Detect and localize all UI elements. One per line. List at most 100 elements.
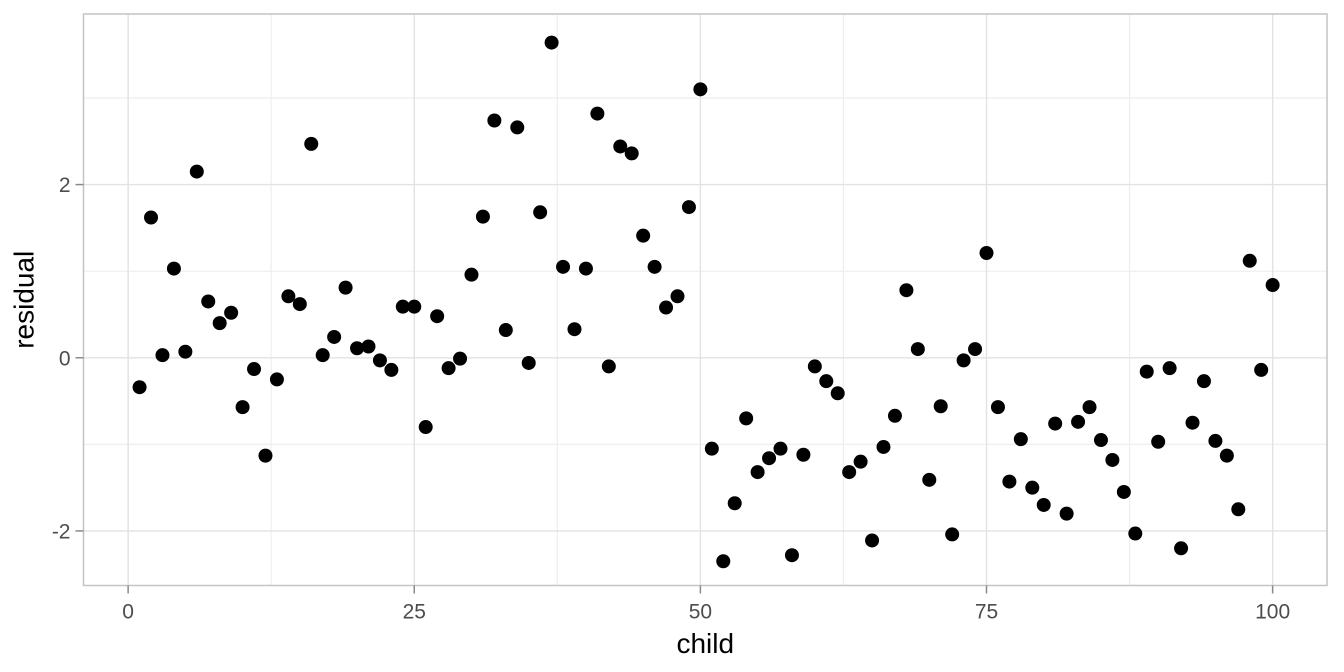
data-point — [166, 261, 181, 276]
data-point — [681, 200, 696, 215]
data-point — [624, 146, 639, 161]
data-point — [441, 361, 456, 376]
data-point — [956, 353, 971, 368]
data-point — [1093, 433, 1108, 448]
y-tick-label: -2 — [52, 520, 71, 543]
data-point — [544, 35, 559, 50]
data-point — [487, 113, 502, 128]
data-point — [1002, 474, 1017, 489]
data-point — [155, 348, 170, 363]
data-point — [659, 300, 674, 315]
data-point — [899, 283, 914, 298]
points-layer — [132, 35, 1280, 569]
data-point — [647, 259, 662, 274]
grid-minor-lines — [83, 14, 1327, 586]
grid-major-lines — [83, 14, 1327, 586]
data-point — [933, 399, 948, 414]
data-point — [430, 309, 445, 324]
data-point — [247, 362, 262, 377]
data-point — [1025, 480, 1040, 495]
data-point — [144, 210, 159, 225]
data-point — [910, 342, 925, 357]
data-point — [453, 351, 468, 366]
x-tick-label: 50 — [689, 601, 712, 624]
data-point — [979, 245, 994, 260]
data-point — [1105, 452, 1120, 467]
data-point — [1242, 253, 1257, 268]
y-tick-label: 0 — [59, 347, 71, 370]
data-point — [281, 289, 296, 304]
data-point — [590, 106, 605, 121]
data-point — [258, 448, 273, 463]
data-point — [1013, 432, 1028, 447]
data-point — [739, 411, 754, 426]
data-point — [819, 374, 834, 389]
data-point — [395, 299, 410, 314]
data-point — [521, 355, 536, 370]
data-point — [407, 299, 422, 314]
data-point — [750, 465, 765, 480]
data-point — [212, 316, 227, 331]
panel-border — [82, 13, 1328, 587]
data-point — [876, 439, 891, 454]
data-point — [887, 408, 902, 423]
data-point — [784, 548, 799, 563]
data-point — [132, 380, 147, 395]
data-point — [498, 323, 513, 338]
data-point — [1071, 414, 1086, 429]
data-point — [613, 139, 628, 154]
data-point — [853, 454, 868, 469]
data-point — [1174, 541, 1189, 556]
data-point — [350, 341, 365, 356]
data-point — [1036, 497, 1051, 512]
data-point — [464, 267, 479, 282]
data-point — [968, 342, 983, 357]
data-point — [1185, 415, 1200, 430]
data-point — [475, 209, 490, 224]
data-point — [224, 305, 239, 320]
data-point — [556, 259, 571, 274]
data-point — [327, 329, 342, 344]
data-point — [636, 228, 651, 243]
data-point — [922, 472, 937, 487]
data-point — [1231, 502, 1246, 517]
x-tick-label: 0 — [122, 601, 134, 624]
data-point — [1139, 364, 1154, 379]
x-tick-label: 100 — [1255, 601, 1290, 624]
data-point — [1219, 448, 1234, 463]
data-point — [384, 362, 399, 377]
data-point — [945, 527, 960, 542]
data-point — [796, 447, 811, 462]
data-point — [1254, 362, 1269, 377]
data-point — [727, 496, 742, 511]
data-point — [567, 322, 582, 337]
data-point — [716, 554, 731, 569]
y-axis-title: residual — [9, 251, 40, 349]
y-tick-label: 2 — [59, 174, 71, 197]
data-point — [361, 339, 376, 354]
x-tick-labels: 0 25 50 75 100 — [122, 601, 1290, 624]
data-point — [773, 441, 788, 456]
data-point — [670, 289, 685, 304]
data-point — [842, 465, 857, 480]
data-point — [1162, 361, 1177, 376]
data-point — [189, 164, 204, 179]
data-point — [201, 294, 216, 309]
data-point — [704, 441, 719, 456]
data-point — [1116, 484, 1131, 499]
data-point — [1208, 433, 1223, 448]
data-point — [269, 372, 284, 387]
data-point — [533, 205, 548, 220]
x-tick-label: 75 — [975, 601, 998, 624]
data-point — [807, 359, 822, 374]
data-point — [865, 533, 880, 548]
data-point — [1059, 506, 1074, 521]
data-point — [1265, 278, 1280, 293]
data-point — [372, 353, 387, 368]
data-point — [510, 120, 525, 135]
x-tick-label: 25 — [403, 601, 426, 624]
data-point — [338, 280, 353, 295]
data-point — [601, 359, 616, 374]
